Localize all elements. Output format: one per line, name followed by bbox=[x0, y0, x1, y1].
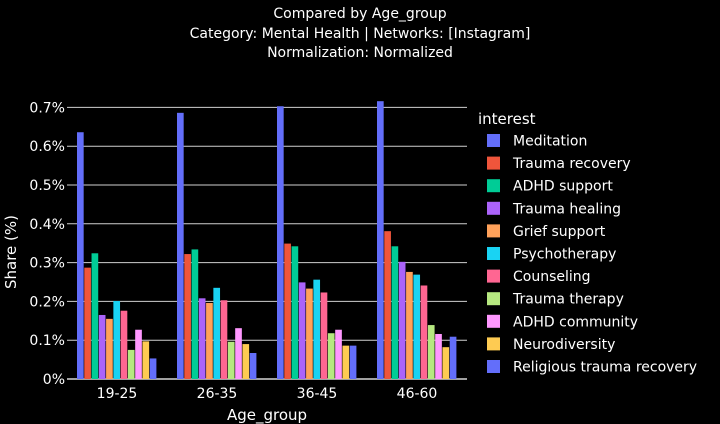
legend-label: Trauma recovery bbox=[512, 156, 631, 172]
legend-swatch bbox=[487, 134, 500, 147]
bar bbox=[206, 302, 213, 379]
x-axis-label: Age_group bbox=[227, 406, 307, 424]
legend-label: ADHD support bbox=[513, 179, 613, 195]
x-tick-label: 46-60 bbox=[397, 386, 438, 402]
legend-swatch bbox=[487, 247, 500, 260]
bar bbox=[120, 310, 128, 379]
bar bbox=[135, 329, 142, 379]
chart-title: Compared by Age_group Category: Mental H… bbox=[190, 6, 531, 61]
bar bbox=[384, 231, 391, 379]
bar bbox=[98, 314, 106, 379]
bar bbox=[213, 287, 221, 379]
bar bbox=[306, 288, 313, 379]
bar bbox=[235, 328, 242, 379]
legend-swatch bbox=[487, 292, 500, 306]
title-line-3: Normalization: Normalized bbox=[267, 45, 453, 61]
bar bbox=[91, 253, 99, 379]
legend-label: Counseling bbox=[513, 269, 591, 285]
legend-label: Religious trauma recovery bbox=[513, 360, 697, 376]
bar bbox=[84, 267, 91, 379]
bar bbox=[249, 353, 257, 379]
legend-swatch bbox=[487, 269, 500, 283]
bar bbox=[77, 132, 84, 379]
y-tick-label: 0.4% bbox=[29, 217, 65, 233]
legend: interest Meditation Trauma recovery ADHD s… bbox=[478, 110, 697, 376]
legend-swatch bbox=[487, 224, 500, 238]
bar bbox=[327, 333, 335, 379]
bar bbox=[242, 344, 250, 379]
legend-label: Meditation bbox=[513, 134, 587, 150]
y-tick-label: 0.2% bbox=[29, 294, 65, 310]
x-tick-label: 26-35 bbox=[197, 386, 238, 402]
legend-label: Grief support bbox=[513, 224, 606, 240]
legend-label: Psychotherapy bbox=[513, 247, 616, 263]
bar bbox=[177, 112, 184, 379]
bar bbox=[127, 349, 135, 379]
legend-label: Trauma healing bbox=[512, 201, 621, 217]
legend-label: ADHD community bbox=[513, 314, 638, 330]
bar bbox=[220, 300, 228, 379]
bars bbox=[77, 101, 457, 380]
bar bbox=[227, 341, 235, 379]
legend-label: Neurodiversity bbox=[513, 337, 615, 353]
bar bbox=[198, 298, 206, 379]
bar bbox=[406, 271, 413, 379]
legend-swatch bbox=[487, 360, 500, 373]
bar bbox=[449, 336, 457, 379]
y-tick-label: 0.3% bbox=[29, 256, 65, 272]
bar bbox=[191, 249, 199, 379]
bar bbox=[142, 341, 150, 379]
bar bbox=[284, 243, 291, 379]
y-axis-label: Share (%) bbox=[2, 215, 20, 289]
x-tick-label: 19-25 bbox=[97, 386, 138, 402]
y-tick-label: 0.1% bbox=[29, 333, 65, 349]
bar bbox=[320, 292, 328, 379]
bar bbox=[349, 345, 357, 379]
y-tick-label: 0% bbox=[43, 372, 65, 388]
x-axis-ticks: 19-25 26-35 36-45 46-60 bbox=[97, 386, 438, 402]
title-line-2: Category: Mental Health | Networks: [Ins… bbox=[190, 26, 531, 42]
bar bbox=[391, 246, 399, 379]
bar bbox=[342, 345, 350, 379]
legend-swatch bbox=[487, 179, 500, 193]
y-tick-label: 0.7% bbox=[29, 100, 65, 116]
bar bbox=[398, 261, 406, 379]
bar bbox=[377, 101, 384, 379]
bar bbox=[420, 285, 428, 379]
bar bbox=[184, 254, 191, 379]
bar bbox=[106, 318, 113, 379]
legend-swatch bbox=[487, 201, 500, 215]
bar bbox=[291, 246, 299, 379]
legend-swatch bbox=[487, 337, 500, 351]
legend-title: interest bbox=[478, 110, 536, 128]
legend-swatch bbox=[487, 314, 500, 328]
legend-label: Trauma therapy bbox=[512, 292, 624, 308]
bar bbox=[298, 282, 306, 379]
x-tick-label: 36-45 bbox=[297, 386, 338, 402]
bar bbox=[427, 325, 435, 379]
bar bbox=[335, 329, 342, 379]
bar bbox=[435, 333, 442, 379]
y-tick-label: 0.5% bbox=[29, 178, 65, 194]
y-axis-ticks: 0% 0.1% 0.2% 0.3% 0.4% 0.5% 0.6% 0.7% bbox=[29, 100, 65, 388]
bar bbox=[149, 358, 157, 379]
bar bbox=[313, 279, 321, 379]
bar bbox=[113, 301, 121, 379]
bar bbox=[442, 347, 450, 379]
y-tick-label: 0.6% bbox=[29, 139, 65, 155]
legend-swatch bbox=[487, 156, 500, 170]
bar bbox=[413, 274, 421, 379]
title-line-1: Compared by Age_group bbox=[273, 6, 446, 22]
bar bbox=[277, 106, 284, 380]
